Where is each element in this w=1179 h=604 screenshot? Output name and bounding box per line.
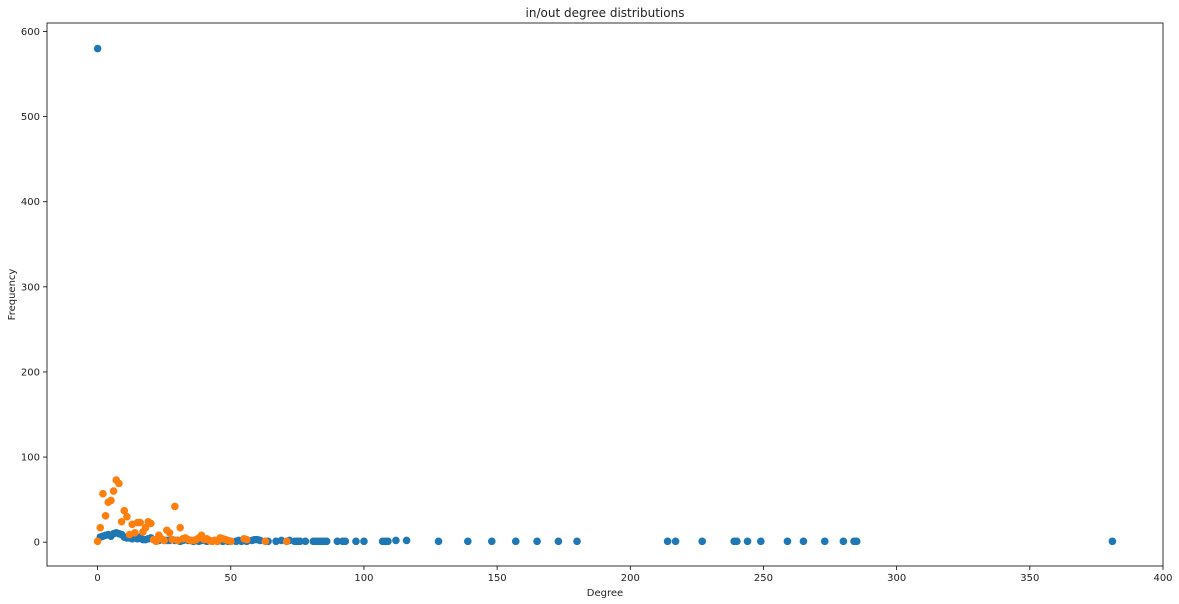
scatter-point-series-2 bbox=[242, 535, 251, 544]
plot-frame bbox=[46, 22, 1164, 567]
scatter-point-series-2 bbox=[107, 496, 115, 505]
x-tick-label: 350 bbox=[1020, 573, 1039, 584]
y-tick-label: 500 bbox=[21, 112, 40, 123]
scatter-point-series-2 bbox=[93, 537, 102, 546]
y-axis-label: Frequency bbox=[7, 269, 18, 321]
scatter-point-series-1 bbox=[464, 537, 472, 546]
scatter-point-series-1 bbox=[799, 537, 808, 546]
scatter-point-series-2 bbox=[165, 529, 174, 537]
scatter-point-series-1 bbox=[783, 537, 792, 546]
scatter-point-series-1 bbox=[93, 44, 102, 53]
scatter-point-series-1 bbox=[839, 537, 848, 546]
x-tick-label: 0 bbox=[94, 573, 100, 584]
scatter-point-series-1 bbox=[392, 536, 400, 545]
scatter-point-series-2 bbox=[120, 506, 129, 515]
x-tick-label: 200 bbox=[621, 573, 640, 584]
chart-title: in/out degree distributions bbox=[526, 6, 685, 20]
scatter-point-series-1 bbox=[402, 536, 411, 545]
scatter-point-series-1 bbox=[333, 537, 342, 546]
x-tick-label: 300 bbox=[887, 573, 906, 584]
scatter-point-series-1 bbox=[360, 537, 368, 546]
scatter-point-series-2 bbox=[101, 511, 110, 520]
scatter-point-series-2 bbox=[141, 523, 150, 532]
points-layer bbox=[93, 44, 1117, 546]
scatter-point-series-1 bbox=[511, 537, 520, 546]
scatter-point-series-2 bbox=[282, 537, 291, 546]
scatter-point-series-1 bbox=[1108, 537, 1117, 546]
scatter-point-series-2 bbox=[147, 519, 155, 528]
scatter-point-series-2 bbox=[99, 489, 107, 498]
scatter-point-series-1 bbox=[488, 537, 496, 546]
scatter-point-series-1 bbox=[671, 537, 680, 546]
y-tick-label: 100 bbox=[21, 453, 40, 464]
y-axis-ticks: 0 100 200 300 400 500 600 bbox=[21, 27, 47, 549]
scatter-point-series-2 bbox=[96, 523, 105, 532]
y-tick-label: 600 bbox=[21, 27, 40, 38]
y-tick-label: 0 bbox=[34, 538, 40, 549]
scatter-point-series-1 bbox=[820, 537, 829, 546]
y-tick-label: 400 bbox=[21, 197, 40, 208]
scatter-point-series-2 bbox=[160, 536, 168, 545]
scatter-point-series-1 bbox=[341, 537, 350, 546]
scatter-point-series-1 bbox=[554, 537, 563, 546]
scatter-point-series-1 bbox=[384, 537, 392, 546]
scatter-point-series-2 bbox=[115, 479, 123, 488]
scatter-point-series-1 bbox=[434, 537, 443, 546]
x-tick-label: 50 bbox=[224, 573, 237, 584]
scatter-point-series-1 bbox=[743, 537, 752, 546]
x-tick-label: 400 bbox=[1153, 573, 1172, 584]
scatter-point-series-1 bbox=[757, 537, 765, 546]
x-axis-ticks: 0 50 100 150 200 250 300 350 400 bbox=[94, 566, 1173, 584]
x-tick-label: 250 bbox=[754, 573, 773, 584]
scatter-point-series-1 bbox=[352, 537, 360, 546]
scatter-point-series-1 bbox=[533, 537, 541, 546]
scatter-point-series-2 bbox=[136, 518, 145, 527]
scatter-point-series-1 bbox=[852, 537, 861, 546]
scatter-point-series-2 bbox=[176, 523, 184, 532]
scatter-point-series-1 bbox=[296, 537, 304, 546]
scatter-point-series-1 bbox=[322, 537, 331, 546]
scatter-point-series-1 bbox=[301, 537, 310, 546]
y-tick-label: 200 bbox=[21, 367, 40, 378]
y-tick-label: 300 bbox=[21, 282, 40, 293]
scatter-point-series-1 bbox=[573, 537, 581, 546]
scatter-point-series-2 bbox=[226, 537, 235, 546]
x-axis-label: Degree bbox=[587, 588, 623, 599]
scatter-point-series-2 bbox=[123, 512, 131, 521]
scatter-point-series-2 bbox=[117, 517, 126, 526]
scatter-point-series-1 bbox=[698, 537, 707, 546]
scatter-point-series-2 bbox=[131, 529, 139, 537]
scatter-point-series-2 bbox=[109, 487, 118, 495]
scatter-point-series-1 bbox=[733, 537, 741, 546]
x-tick-label: 150 bbox=[488, 573, 507, 584]
x-tick-label: 100 bbox=[354, 573, 373, 584]
scatter-point-series-2 bbox=[171, 502, 179, 511]
scatter-point-series-2 bbox=[261, 537, 270, 546]
scatter-point-series-1 bbox=[663, 537, 672, 546]
